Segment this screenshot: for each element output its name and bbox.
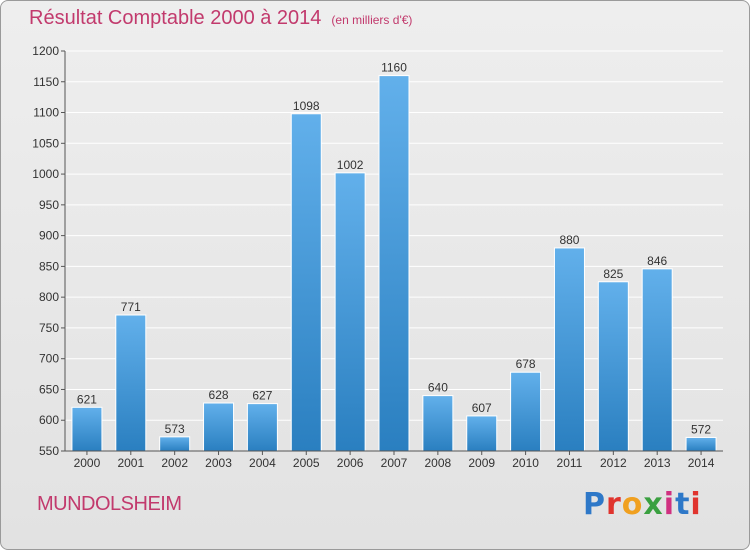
bar-2003 [203,402,235,452]
data-label: 846 [647,254,667,268]
data-label: 572 [691,422,711,436]
bar-2007 [378,75,410,452]
logo-letter: P [583,487,606,522]
x-tick-label: 2006 [337,456,364,470]
y-tick-label: 850 [39,259,59,273]
y-tick-label: 750 [39,321,59,335]
data-label: 628 [209,388,229,402]
x-tick-label: 2008 [425,456,452,470]
x-tick-label: 2002 [161,456,188,470]
x-tick-label: 2014 [688,456,715,470]
x-tick-label: 2012 [600,456,627,470]
logo-letter: o [621,487,644,522]
y-tick-label: 1100 [33,106,59,120]
y-tick-label: 1050 [32,136,59,150]
y-tick-label: 700 [39,352,59,366]
x-tick-label: 2000 [74,456,101,470]
data-label: 607 [472,401,492,415]
data-label: 621 [77,392,97,406]
bar-2014 [685,436,717,452]
bar-2013 [641,268,673,452]
x-tick-label: 2001 [117,456,144,470]
data-label: 825 [603,267,623,281]
bar-2008 [422,395,454,452]
data-label: 771 [121,300,141,314]
proxiti-logo: Proxiti [583,487,702,522]
y-tick-label: 1000 [32,167,59,181]
bar-2010 [510,371,542,452]
x-tick-label: 2007 [381,456,408,470]
y-tick-label: 1150 [33,75,59,89]
y-tick-label: 950 [39,198,59,212]
logo-letter: i [663,487,676,522]
bar-2000 [71,406,103,452]
bar-2005 [290,113,322,452]
logo-letter: t [675,487,691,522]
bar-2002 [159,436,191,452]
x-tick-label: 2005 [293,456,320,470]
town-name: MUNDOLSHEIM [37,493,182,515]
bar-2011 [553,247,585,452]
y-tick-label: 650 [39,382,59,396]
x-tick-label: 2013 [644,456,671,470]
y-tick-label: 1200 [32,44,59,58]
chart-unit: (en milliers d'€) [331,13,413,27]
data-label: 880 [559,233,579,247]
bar-2006 [334,172,366,452]
data-label: 678 [516,357,536,371]
logo-letter: x [643,487,664,522]
y-tick-label: 900 [39,229,59,243]
bar-2009 [466,415,498,452]
logo-letter: i [690,487,702,522]
bar-2012 [597,281,629,452]
y-tick-label: 600 [39,413,59,427]
x-tick-label: 2011 [557,456,583,470]
x-tick-label: 2009 [468,456,495,470]
y-tick-label: 800 [39,290,59,304]
chart-title-text: Résultat Comptable 2000 à 2014 [29,7,322,29]
data-label: 573 [165,422,185,436]
y-tick-label: 550 [39,444,59,458]
x-tick-label: 2004 [249,456,276,470]
data-label: 1160 [381,61,407,75]
bar-2004 [246,403,278,452]
data-label: 1098 [293,99,320,113]
data-label: 640 [428,381,448,395]
data-label: 627 [252,389,272,403]
x-tick-label: 2010 [512,456,539,470]
chart-title: Résultat Comptable 2000 à 2014 (en millie… [29,7,412,30]
bar-2001 [115,314,147,452]
logo-letter: r [606,487,622,522]
x-tick-label: 2003 [205,456,232,470]
data-label: 1002 [337,158,364,172]
